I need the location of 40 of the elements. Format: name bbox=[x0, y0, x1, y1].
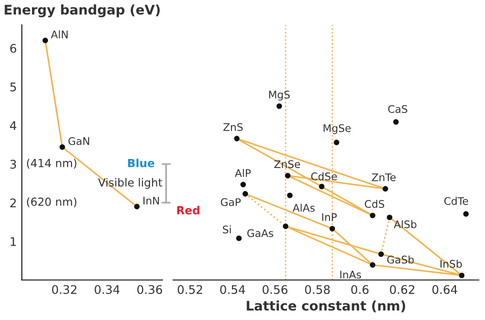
annotation: CdS bbox=[364, 200, 384, 208]
y-tick-label: 3 bbox=[10, 160, 16, 169]
annotation: (620 nm) bbox=[27, 197, 76, 208]
y-tick-label: 5 bbox=[10, 82, 16, 92]
annotation: AlN bbox=[50, 30, 68, 38]
annotation: CdTe bbox=[444, 196, 468, 205]
x-tick-label: 0.62 bbox=[390, 285, 414, 294]
annotation: InN bbox=[143, 196, 159, 204]
annotation: ZnS bbox=[223, 123, 243, 131]
annotation: GaN bbox=[68, 137, 90, 146]
annotation: CdSe bbox=[311, 172, 337, 180]
y-tick-label: 1 bbox=[10, 237, 16, 246]
y-tick-label: 4 bbox=[10, 121, 16, 130]
annotation: Red bbox=[177, 206, 200, 214]
x-tick-label: 0.32 bbox=[52, 285, 76, 294]
y-axis-title: Energy bandgap (eV) bbox=[4, 4, 160, 18]
annotation: Blue bbox=[128, 158, 154, 168]
x-tick-label: 0.52 bbox=[178, 285, 202, 294]
x-tick-label: 0.58 bbox=[305, 285, 330, 294]
annotation: MgSe bbox=[324, 124, 351, 134]
annotation: InP bbox=[322, 213, 337, 221]
annotation: InAs bbox=[340, 270, 361, 279]
annotation: (414 nm) bbox=[27, 158, 76, 169]
annotation: GaAs bbox=[247, 229, 274, 238]
annotation: CaS bbox=[388, 105, 408, 113]
x-tick-label: 0.36 bbox=[137, 285, 162, 294]
annotation: GaP bbox=[220, 198, 241, 206]
x-tick-label: 0.34 bbox=[94, 285, 120, 294]
annotation: AlP bbox=[234, 168, 251, 177]
x-tick-label: 0.54 bbox=[220, 285, 246, 294]
annotation: AlAs bbox=[292, 204, 315, 212]
x-tick-label: 0.56 bbox=[262, 285, 288, 294]
y-tick-label: 6 bbox=[10, 44, 16, 53]
x-tick-label: 0.6 bbox=[351, 285, 369, 294]
x-tick-label: 0.64 bbox=[432, 285, 458, 294]
annotation: MgS bbox=[269, 90, 290, 101]
x-axis-title: Lattice constant (nm) bbox=[246, 300, 406, 312]
annotation: ZnTe bbox=[372, 173, 396, 182]
y-tick-label: 2 bbox=[10, 198, 16, 208]
annotation: Si bbox=[222, 225, 231, 234]
